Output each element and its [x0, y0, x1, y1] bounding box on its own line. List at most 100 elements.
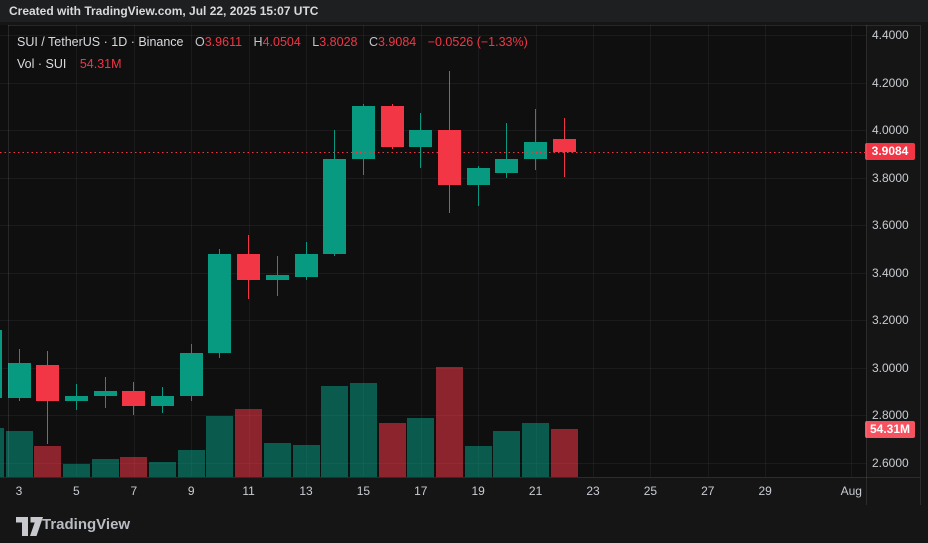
price-pane[interactable] — [0, 25, 866, 477]
price-tick-label: 3.0000 — [872, 360, 909, 375]
h-gridline — [0, 35, 866, 36]
candle-wick — [506, 122, 508, 178]
v-gridline — [134, 25, 135, 477]
time-tick-label: 5 — [73, 484, 80, 498]
price-axis[interactable]: 4.4000 4.2000 4.0000 3.8000 3.6000 3.4000 3.20… — [865, 25, 928, 505]
price-tick-label: 2.6000 — [872, 455, 909, 470]
h-gridline — [0, 82, 866, 84]
volume-bar — [321, 385, 349, 477]
outer-right-border — [920, 25, 921, 505]
legend-row-symbol: SUI / TetherUS · 1D · Binance O3.9611 H4… — [17, 35, 528, 50]
time-tick-label: 13 — [299, 484, 313, 498]
volume-bar — [91, 459, 119, 477]
price-tick-label: 3.6000 — [872, 218, 909, 232]
time-tick-label: 7 — [130, 484, 138, 498]
v-gridline — [536, 25, 537, 477]
time-tick-label: 9 — [187, 484, 195, 498]
v-gridline — [306, 25, 307, 477]
v-gridline — [593, 25, 594, 477]
volume-bar — [263, 443, 291, 477]
legend-row-volume: Vol · SUI 54.31M — [17, 57, 528, 72]
price-tick-label: 2.8000 — [872, 408, 909, 422]
candle-body — [323, 158, 347, 254]
volume-bar — [0, 428, 4, 477]
candle-body — [7, 362, 31, 399]
time-tick-label: 29 — [758, 484, 772, 498]
volume-bar — [235, 408, 263, 477]
volume-bar — [5, 431, 33, 477]
low-label: L — [312, 35, 320, 49]
candle-body — [552, 139, 576, 152]
price-tick-label: 3.2000 — [872, 313, 909, 327]
close-value: 3.9084 — [377, 35, 417, 49]
h-gridline — [0, 272, 866, 274]
time-tick-label: 11 — [242, 484, 255, 498]
h-gridline — [0, 415, 866, 416]
price-tick-label: 4.4000 — [872, 28, 909, 42]
tradingview-logo-icon[interactable] — [16, 517, 44, 536]
v-gridline — [478, 25, 479, 477]
h-gridline — [0, 177, 866, 179]
candle-body — [151, 396, 174, 406]
attribution-text: Created with TradingView.com, Jul 22, 20… — [9, 4, 319, 18]
h-gridline — [0, 367, 866, 369]
footer: TradingView — [0, 505, 928, 543]
candle-body — [93, 391, 117, 396]
volume-bar — [149, 461, 176, 477]
footer-brand[interactable]: TradingView — [42, 516, 131, 533]
candle-body — [495, 158, 519, 173]
v-gridline — [76, 25, 77, 477]
candle-body — [466, 168, 490, 185]
pane-left-border — [8, 25, 9, 477]
time-tick-label: 21 — [528, 484, 543, 498]
h-gridline — [0, 130, 866, 131]
volume-bar — [378, 423, 406, 477]
candle-body — [0, 329, 2, 399]
price-tick-label: 4.0000 — [872, 123, 909, 137]
time-tick-label: 17 — [414, 484, 428, 498]
volume-bar — [206, 416, 234, 477]
volume-bar — [349, 383, 377, 477]
symbol-title[interactable]: SUI / TetherUS · 1D · Binance — [17, 35, 184, 49]
price-tick-label: 3.8000 — [872, 170, 909, 185]
volume-bar — [464, 446, 492, 477]
v-gridline — [249, 25, 250, 477]
price-badge: 3.9084 — [865, 143, 915, 161]
candle-body — [438, 130, 461, 185]
volume-bar — [493, 431, 521, 477]
time-tick-label: 3 — [15, 484, 23, 498]
v-gridline — [421, 25, 422, 477]
candle-body — [36, 365, 60, 401]
volume-bar — [177, 449, 205, 477]
low-value: 3.8028 — [319, 35, 358, 49]
candle-body — [64, 396, 88, 401]
v-gridline — [363, 25, 364, 477]
legend: SUI / TetherUS · 1D · Binance O3.9611 H4… — [17, 35, 528, 79]
volume-value: 54.31M — [79, 57, 122, 71]
h-gridline — [0, 320, 866, 321]
axis-separator-vertical — [866, 25, 867, 505]
volume-bar — [120, 456, 148, 477]
high-value: 4.0504 — [262, 35, 301, 49]
volume-bar — [436, 366, 463, 477]
current-price-line — [0, 151, 866, 153]
pane-top-border — [8, 25, 920, 26]
time-axis[interactable]: 3 5 7 9 11 13 15 17 19 21 23 25 27 29 Aug — [0, 477, 920, 505]
volume-bar — [292, 445, 320, 477]
close-label: C — [368, 35, 378, 49]
volume-bar — [550, 429, 578, 477]
attribution-bar: Created with TradingView.com, Jul 22, 20… — [0, 0, 928, 22]
candle-body — [179, 353, 203, 396]
candle-body — [208, 253, 232, 354]
volume-bar — [34, 446, 62, 477]
time-tick-label: 23 — [586, 484, 600, 498]
time-tick-label: 15 — [356, 484, 371, 498]
volume-bar — [522, 423, 550, 477]
candle-body — [237, 253, 261, 280]
v-gridline — [765, 25, 766, 477]
time-tick-label: 27 — [701, 484, 715, 498]
volume-badge: 54.31M — [865, 420, 915, 438]
v-gridline — [650, 25, 651, 477]
time-tick-label: Aug — [840, 484, 862, 498]
